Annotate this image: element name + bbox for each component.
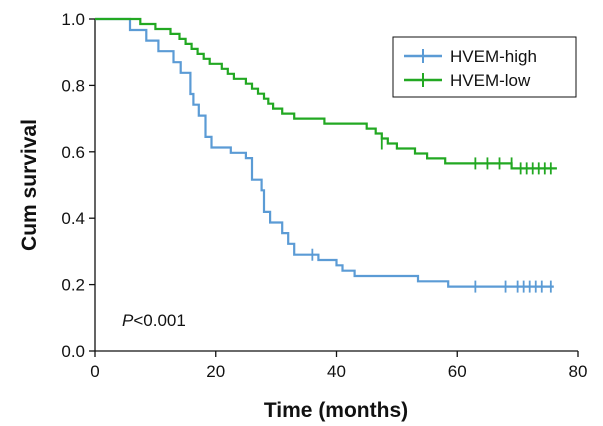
x-axis-title: Time (months) <box>264 399 408 422</box>
p-value-symbol: P <box>122 311 134 330</box>
legend-label-hvem-low: HVEM-low <box>450 71 531 90</box>
legend-label-hvem-high: HVEM-high <box>450 47 537 66</box>
x-tick-label: 80 <box>569 362 588 381</box>
y-tick-label: 0.0 <box>61 342 85 361</box>
legend: HVEM-high HVEM-low <box>393 37 576 97</box>
x-tick-label: 20 <box>206 362 225 381</box>
y-tick-label: 0.8 <box>61 76 85 95</box>
y-tick-label: 0.4 <box>61 209 85 228</box>
x-tick-label: 60 <box>448 362 467 381</box>
y-tick-label: 0.2 <box>61 276 85 295</box>
x-tick-label: 40 <box>327 362 346 381</box>
x-tick-label: 0 <box>90 362 99 381</box>
y-tick-label: 0.6 <box>61 143 85 162</box>
y-axis-title: Cum survival <box>18 119 41 251</box>
p-value-annotation: P<0.001 <box>122 311 186 330</box>
y-tick-label: 1.0 <box>61 10 85 29</box>
p-value-text: <0.001 <box>133 311 185 330</box>
